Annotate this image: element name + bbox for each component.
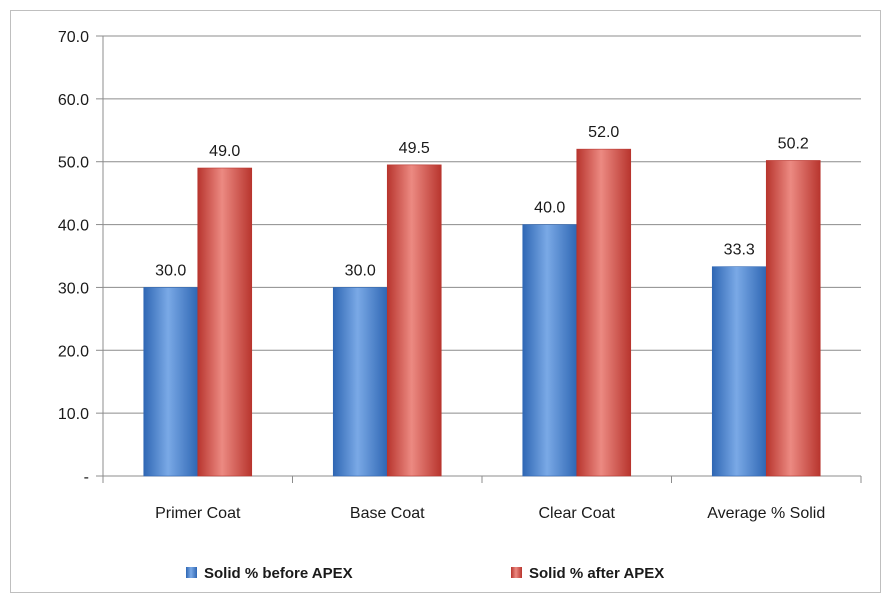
y-tick-label-3: 30.0 (58, 280, 89, 297)
legend: Solid % before APEX Solid % after APEX (186, 565, 664, 582)
legend-swatch-1 (511, 567, 522, 578)
y-tick-label-1: 10.0 (58, 406, 89, 423)
bar-before-0 (143, 287, 199, 477)
legend-swatch-0 (186, 567, 197, 578)
y-tick-label-6: 60.0 (58, 92, 89, 109)
x-tick-label-0: Primer Coat (155, 505, 241, 522)
bar-before-2 (522, 224, 578, 477)
data-label-before-1: 30.0 (345, 262, 376, 279)
x-tick-label-2: Clear Coat (539, 505, 616, 522)
bar-after-1 (386, 164, 442, 477)
bar-after-3 (765, 160, 821, 477)
y-tick-label-0: - (84, 469, 89, 486)
legend-label-0: Solid % before APEX (204, 565, 353, 582)
y-tick-label-4: 40.0 (58, 218, 89, 235)
data-label-after-2: 52.0 (588, 124, 619, 141)
data-label-before-3: 33.3 (724, 242, 755, 259)
y-tick-label-7: 70.0 (58, 29, 89, 46)
data-labels: 30.0 49.0 30.0 49.5 40.0 52.0 33.3 50.2 (155, 124, 809, 279)
x-tick-label-3: Average % Solid (707, 505, 825, 522)
data-label-before-0: 30.0 (155, 262, 186, 279)
data-label-after-1: 49.5 (399, 140, 430, 157)
bar-before-1 (332, 287, 388, 477)
bars (143, 148, 821, 477)
data-label-after-0: 49.0 (209, 143, 240, 160)
axes: - 10.0 20.0 30.0 40.0 50.0 60.0 70.0 Primer Coat… (58, 29, 862, 522)
legend-label-1: Solid % after APEX (529, 565, 664, 582)
y-tick-label-5: 50.0 (58, 155, 89, 172)
bar-after-2 (576, 148, 632, 477)
y-tick-label-2: 20.0 (58, 343, 89, 360)
bar-after-0 (197, 167, 253, 477)
data-label-after-3: 50.2 (778, 135, 809, 152)
data-label-before-2: 40.0 (534, 200, 565, 217)
x-tick-label-1: Base Coat (350, 505, 425, 522)
bar-before-3 (711, 266, 767, 477)
